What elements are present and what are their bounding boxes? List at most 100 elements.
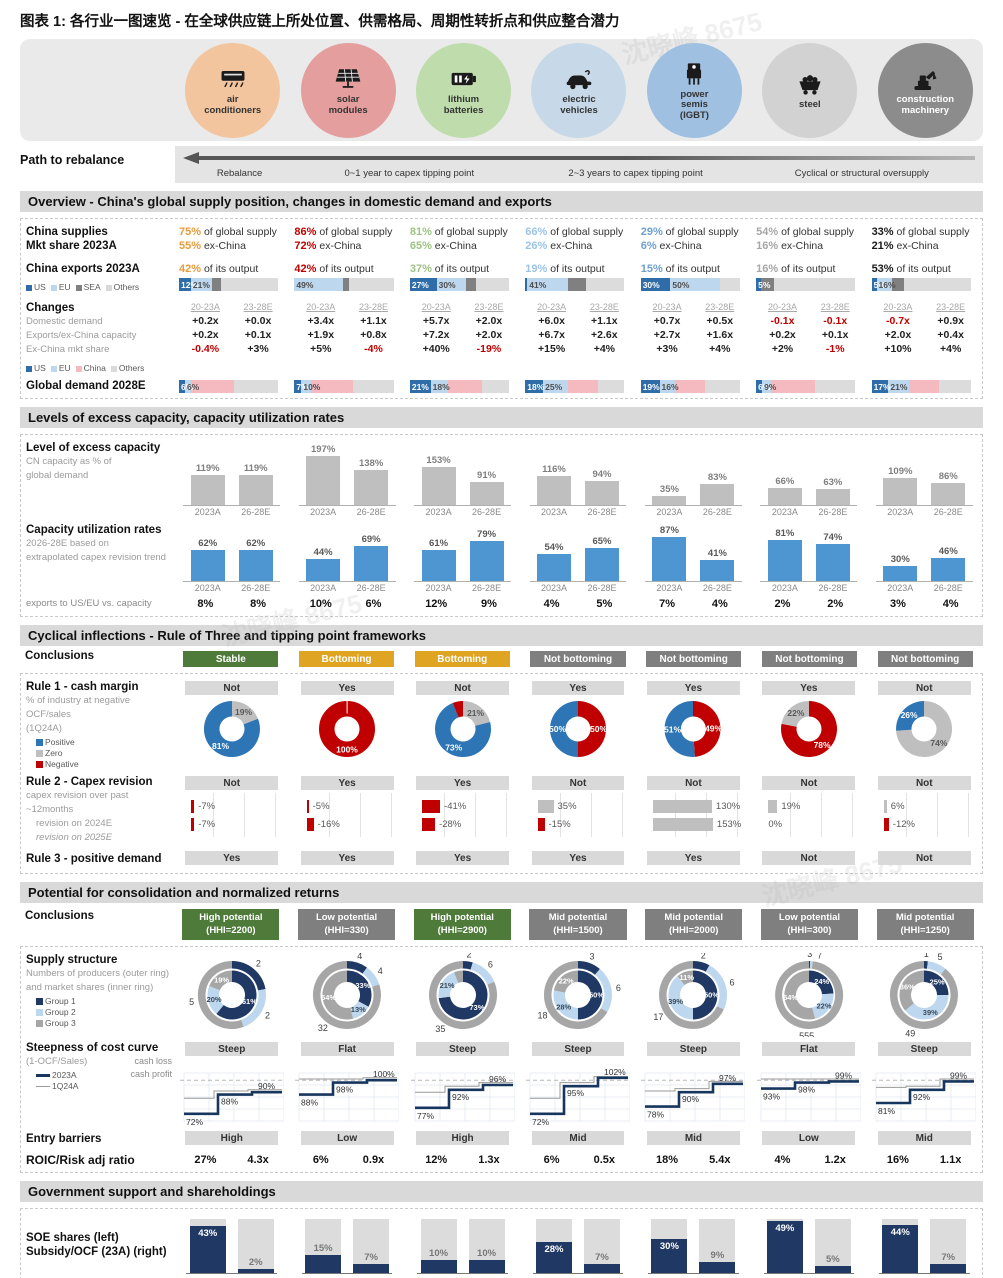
- exports-lithium: 37% of its output 27% 30%: [405, 262, 520, 295]
- path-to-rebalance-row: Path to rebalance Rebalance 0~1 year to …: [20, 146, 983, 183]
- svg-text:22%: 22%: [787, 708, 804, 718]
- label-cash-loss: cash loss: [134, 1056, 172, 1066]
- ss-lithium: 2 6 35 73% 21%: [405, 953, 520, 1037]
- section-consolidation: Potential for consolidation and normaliz…: [20, 882, 983, 903]
- soe-steel: 49% 5%: [751, 1215, 866, 1274]
- svg-text:50%: 50%: [589, 991, 604, 1000]
- legend-swatch-icon: [26, 365, 32, 372]
- svg-text:96%: 96%: [489, 1074, 506, 1084]
- verdict-pill: Steep: [185, 1042, 279, 1056]
- svg-text:61%: 61%: [242, 997, 257, 1006]
- util-ev: 54% 65% 2023A 26-28E: [520, 523, 635, 593]
- svg-text:19%: 19%: [214, 975, 229, 984]
- exports-ev: 19% of its output 41%: [520, 262, 635, 295]
- svg-text:22%: 22%: [559, 976, 574, 985]
- label-ss-sub2: and market shares (inner ring): [26, 982, 154, 993]
- legend-item: SEA: [75, 282, 101, 292]
- consolidation-conclusion-pill: Mid potential (HHI=1250): [876, 909, 974, 940]
- row-exports-vs-capacity: exports to US/EU vs. capacity 8% 8% 10% 6% 1…: [21, 597, 982, 611]
- cash-margin-donut: 100%: [319, 700, 376, 757]
- svg-text:54%: 54%: [321, 993, 336, 1002]
- indhead-ev: electric vehicles: [521, 42, 636, 138]
- cost-curve-chart: 77% 92% 96%: [410, 1072, 515, 1122]
- svg-text:21%: 21%: [439, 981, 454, 990]
- row-china-exports: China exports 2023A US EU SEA Others 42% of…: [21, 262, 982, 295]
- svg-text:35: 35: [435, 1024, 445, 1034]
- demand_bar-semis: 19% 16%: [636, 378, 751, 393]
- cash-margin-donut: 21% 73% 6%: [434, 698, 491, 758]
- legend-item: Group 1: [36, 996, 169, 1007]
- entry-construction: Mid: [867, 1130, 982, 1148]
- excess-semis: 35% 83% 2023A 26-28E: [636, 441, 751, 517]
- exports-steel: 16% of its output 5%: [751, 262, 866, 295]
- stacked-bar: 19% 16%: [640, 380, 740, 393]
- consolidation-conclusion-pill: High potential (HHI=2900): [413, 909, 511, 940]
- cash-notes: cash loss cash profit: [130, 1055, 172, 1081]
- label-cc-sub: (1-OCF/Sales): [26, 1056, 88, 1067]
- svg-text:5: 5: [189, 997, 194, 1007]
- supplies-construction: 33% of global supply 21% ex-China: [871, 226, 970, 252]
- label-util-sub1: 2026-28E based on: [26, 538, 109, 549]
- consolidation-conclusion-pill: Low potential (HHI=330): [297, 909, 396, 940]
- entry-solar: Low: [289, 1130, 404, 1148]
- demand_bar-steel: 6% 9%: [751, 378, 866, 393]
- label-rule3: Rule 3 - positive demand: [26, 853, 162, 865]
- label-soe1: SOE shares (left): [26, 1231, 119, 1244]
- rule2-steel: Not 19% 0%: [751, 775, 866, 845]
- svg-text:1: 1: [924, 953, 929, 959]
- soe-construction: 44% 7%: [867, 1215, 982, 1274]
- svg-text:88%: 88%: [221, 1097, 238, 1107]
- demand-legend: US EU China Others: [26, 358, 174, 376]
- svg-text:24%: 24%: [814, 977, 829, 986]
- label-domestic-demand: Domestic demand: [26, 316, 103, 327]
- legend-item: Others: [105, 282, 139, 292]
- row-cost-curve: Steepness of cost curve (1-OCF/Sales) 20…: [21, 1041, 982, 1125]
- row-cycle-conclusions: Conclusions Stable Bottoming Bottoming Not …: [20, 649, 983, 667]
- capex-revision-chart: -41% -28%: [414, 793, 512, 837]
- cash-margin-donut: 49% 51%: [664, 700, 723, 757]
- legend-swatch-icon: [36, 1009, 43, 1017]
- verdict-pill: Yes: [531, 851, 625, 865]
- util-construction: 30% 46% 2023A 26-28E: [867, 523, 982, 593]
- rule2-construction: Not 6% -12%: [867, 775, 982, 845]
- ac-icon: [221, 70, 245, 87]
- legend-swatch-icon: [36, 1074, 50, 1078]
- label-conclusions: Conclusions: [25, 650, 95, 662]
- concl2-construction: Mid potential (HHI=1250): [867, 909, 983, 940]
- supply-structure-donut: 2 6 35 73% 21%: [428, 953, 497, 1034]
- legend-swatch-icon: [36, 1020, 43, 1028]
- capex-revision-chart: -7% -7%: [183, 793, 281, 837]
- rule3-ac: Yes: [174, 850, 289, 868]
- legend-swatch-icon: [36, 998, 43, 1006]
- exports-legend: US EU SEA Others: [26, 277, 174, 295]
- svg-text:81%: 81%: [212, 741, 229, 751]
- section-overview: Overview - China's global supply positio…: [20, 191, 983, 212]
- rule2-ev: Not 35% -15%: [520, 775, 635, 845]
- excess-solar: 197% 138% 2023A 26-28E: [289, 441, 404, 517]
- label-entry: Entry barriers: [26, 1133, 102, 1145]
- stacked-bar: 41%: [525, 278, 625, 291]
- legend-item: US: [26, 363, 46, 373]
- page-title: 图表 1: 各行业一图速览 - 在全球供应链上所处位置、供需格局、周期性转折点和…: [20, 14, 620, 30]
- concl2-ac: High potential (HHI=2200): [173, 909, 289, 940]
- util-steel: 81% 74% 2023A 26-28E: [751, 523, 866, 593]
- soe-semis: 30% 9%: [636, 1215, 751, 1274]
- steel-icon: [799, 75, 821, 95]
- svg-text:92%: 92%: [452, 1092, 469, 1102]
- svg-text:90%: 90%: [682, 1094, 699, 1104]
- row-entry-barriers: Entry barriers High Low High Mid Mid Low Mid: [21, 1130, 982, 1148]
- industry-circle-ac: air conditioners: [185, 42, 281, 138]
- svg-text:2: 2: [265, 1011, 270, 1021]
- svg-text:6: 6: [730, 977, 735, 987]
- rule2-lithium: Yes -41% -28%: [405, 775, 520, 845]
- roic-ev: 6% 0.5x: [543, 1154, 616, 1166]
- svg-text:7: 7: [817, 953, 822, 960]
- svg-text:555: 555: [799, 1031, 814, 1037]
- section-government: Government support and shareholdings: [20, 1181, 983, 1202]
- label-changes: Changes: [26, 302, 75, 314]
- cost-curve-chart: 78% 90% 97%: [641, 1072, 746, 1122]
- verdict-pill: Yes: [185, 851, 279, 865]
- exports-semis: 15% of its output 30% 50%: [636, 262, 751, 295]
- verdict-pill: Not: [531, 776, 625, 790]
- cc-ac: Steep 72% 88% 90%: [174, 1041, 289, 1125]
